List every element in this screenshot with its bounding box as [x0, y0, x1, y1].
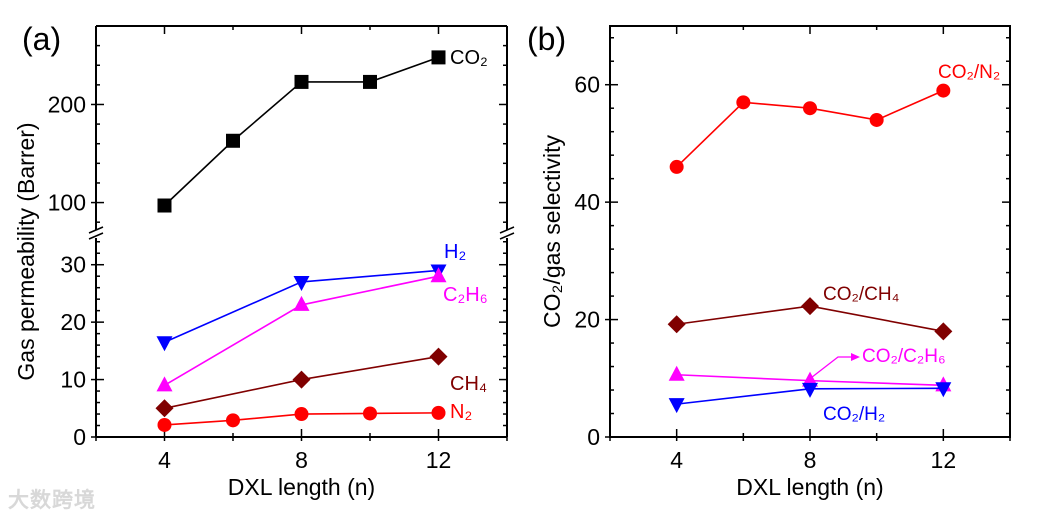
x-axis-label: DXL length (n) — [228, 474, 375, 500]
data-point — [431, 50, 446, 65]
series-1: CO₂/CH₄ — [667, 284, 953, 341]
data-point — [157, 198, 172, 213]
y-tick-label: 30 — [60, 252, 86, 278]
data-point — [157, 417, 172, 432]
series-label: CH₄ — [450, 373, 487, 395]
data-point — [156, 376, 173, 392]
data-point — [801, 297, 819, 316]
data-point — [869, 112, 884, 127]
y-axis-label: Gas permeability (Barrer) — [13, 122, 39, 380]
data-point — [429, 347, 448, 366]
series-label: H₂ — [444, 241, 466, 263]
data-point — [934, 322, 953, 341]
x-axis-label: DXL length (n) — [736, 474, 883, 500]
series-label: N₂ — [450, 401, 472, 423]
y-tick-label: 60 — [574, 72, 600, 98]
data-point — [293, 295, 310, 311]
annotation-arrow — [811, 353, 860, 378]
watermark-logo: 大数跨境 — [8, 489, 96, 512]
panel-b: 0 20 40 60 4 8 12 DXL length (n) CO₂/gas selecti… — [527, 21, 1011, 500]
x-tick-label: 12 — [931, 447, 957, 473]
data-point — [363, 74, 377, 89]
data-point — [736, 95, 751, 110]
data-point — [669, 159, 684, 174]
series-label: CO₂/N₂ — [938, 62, 1000, 83]
series-0: CO₂ — [157, 47, 488, 213]
series-label: CO₂ — [450, 47, 488, 69]
y-tick-label: 20 — [574, 307, 600, 333]
axis-break-mark — [88, 226, 104, 234]
data-point — [430, 267, 447, 283]
data-point — [668, 365, 685, 381]
series-label: CO₂/CH₄ — [823, 284, 900, 305]
axis-break-mark — [88, 232, 104, 240]
series-2: C₂H₆ — [156, 267, 488, 392]
series-label: CO₂/H₂ — [823, 404, 885, 425]
x-tick-label: 4 — [670, 447, 683, 473]
series-label: C₂H₆ — [443, 284, 488, 306]
axis-break-mark — [499, 226, 515, 234]
data-point — [293, 275, 310, 291]
data-point — [363, 406, 377, 421]
data-point — [667, 315, 686, 334]
series-4: N₂ — [157, 401, 472, 432]
data-point — [294, 407, 309, 422]
y-tick-label: 40 — [574, 189, 600, 215]
panel-label: (b) — [527, 21, 566, 57]
y-axis-label: CO₂/gas selectivity — [539, 135, 565, 328]
data-point — [802, 382, 818, 398]
x-tick-label: 8 — [804, 447, 817, 473]
data-point — [156, 336, 173, 352]
arrow-head — [851, 353, 860, 361]
data-point — [226, 413, 240, 428]
y-tick-label: 0 — [73, 424, 86, 450]
data-point — [294, 74, 309, 89]
data-point — [226, 133, 240, 148]
series-3: CH₄ — [155, 347, 487, 418]
series-0: CO₂/N₂ — [669, 62, 1000, 174]
series-label: CO₂/C₂H₆ — [862, 346, 946, 367]
y-tick-label: 100 — [48, 190, 86, 216]
panel-a: 0 10 20 30 100 200 4 8 12 DXL length (n) Gas perme… — [13, 21, 515, 500]
data-point — [935, 382, 952, 398]
y-tick-label: 10 — [60, 367, 86, 393]
arrow-line — [811, 356, 852, 378]
data-point — [431, 405, 446, 420]
series-3: CO₂/H₂ — [668, 382, 952, 425]
series-line — [164, 275, 439, 387]
data-point — [668, 398, 685, 414]
y-tick-label: 0 — [587, 424, 600, 450]
axis-break-mark — [499, 232, 515, 240]
data-point — [155, 399, 174, 418]
y-tick-label: 20 — [60, 309, 86, 335]
panel-label: (a) — [22, 21, 61, 57]
data-point — [803, 101, 817, 116]
data-point — [936, 83, 951, 98]
y-tick-label: 200 — [48, 91, 86, 117]
data-point — [292, 370, 311, 389]
x-tick-label: 8 — [295, 447, 308, 473]
x-tick-label: 12 — [426, 447, 452, 473]
series-1: H₂ — [156, 241, 466, 352]
x-tick-label: 4 — [158, 447, 171, 473]
